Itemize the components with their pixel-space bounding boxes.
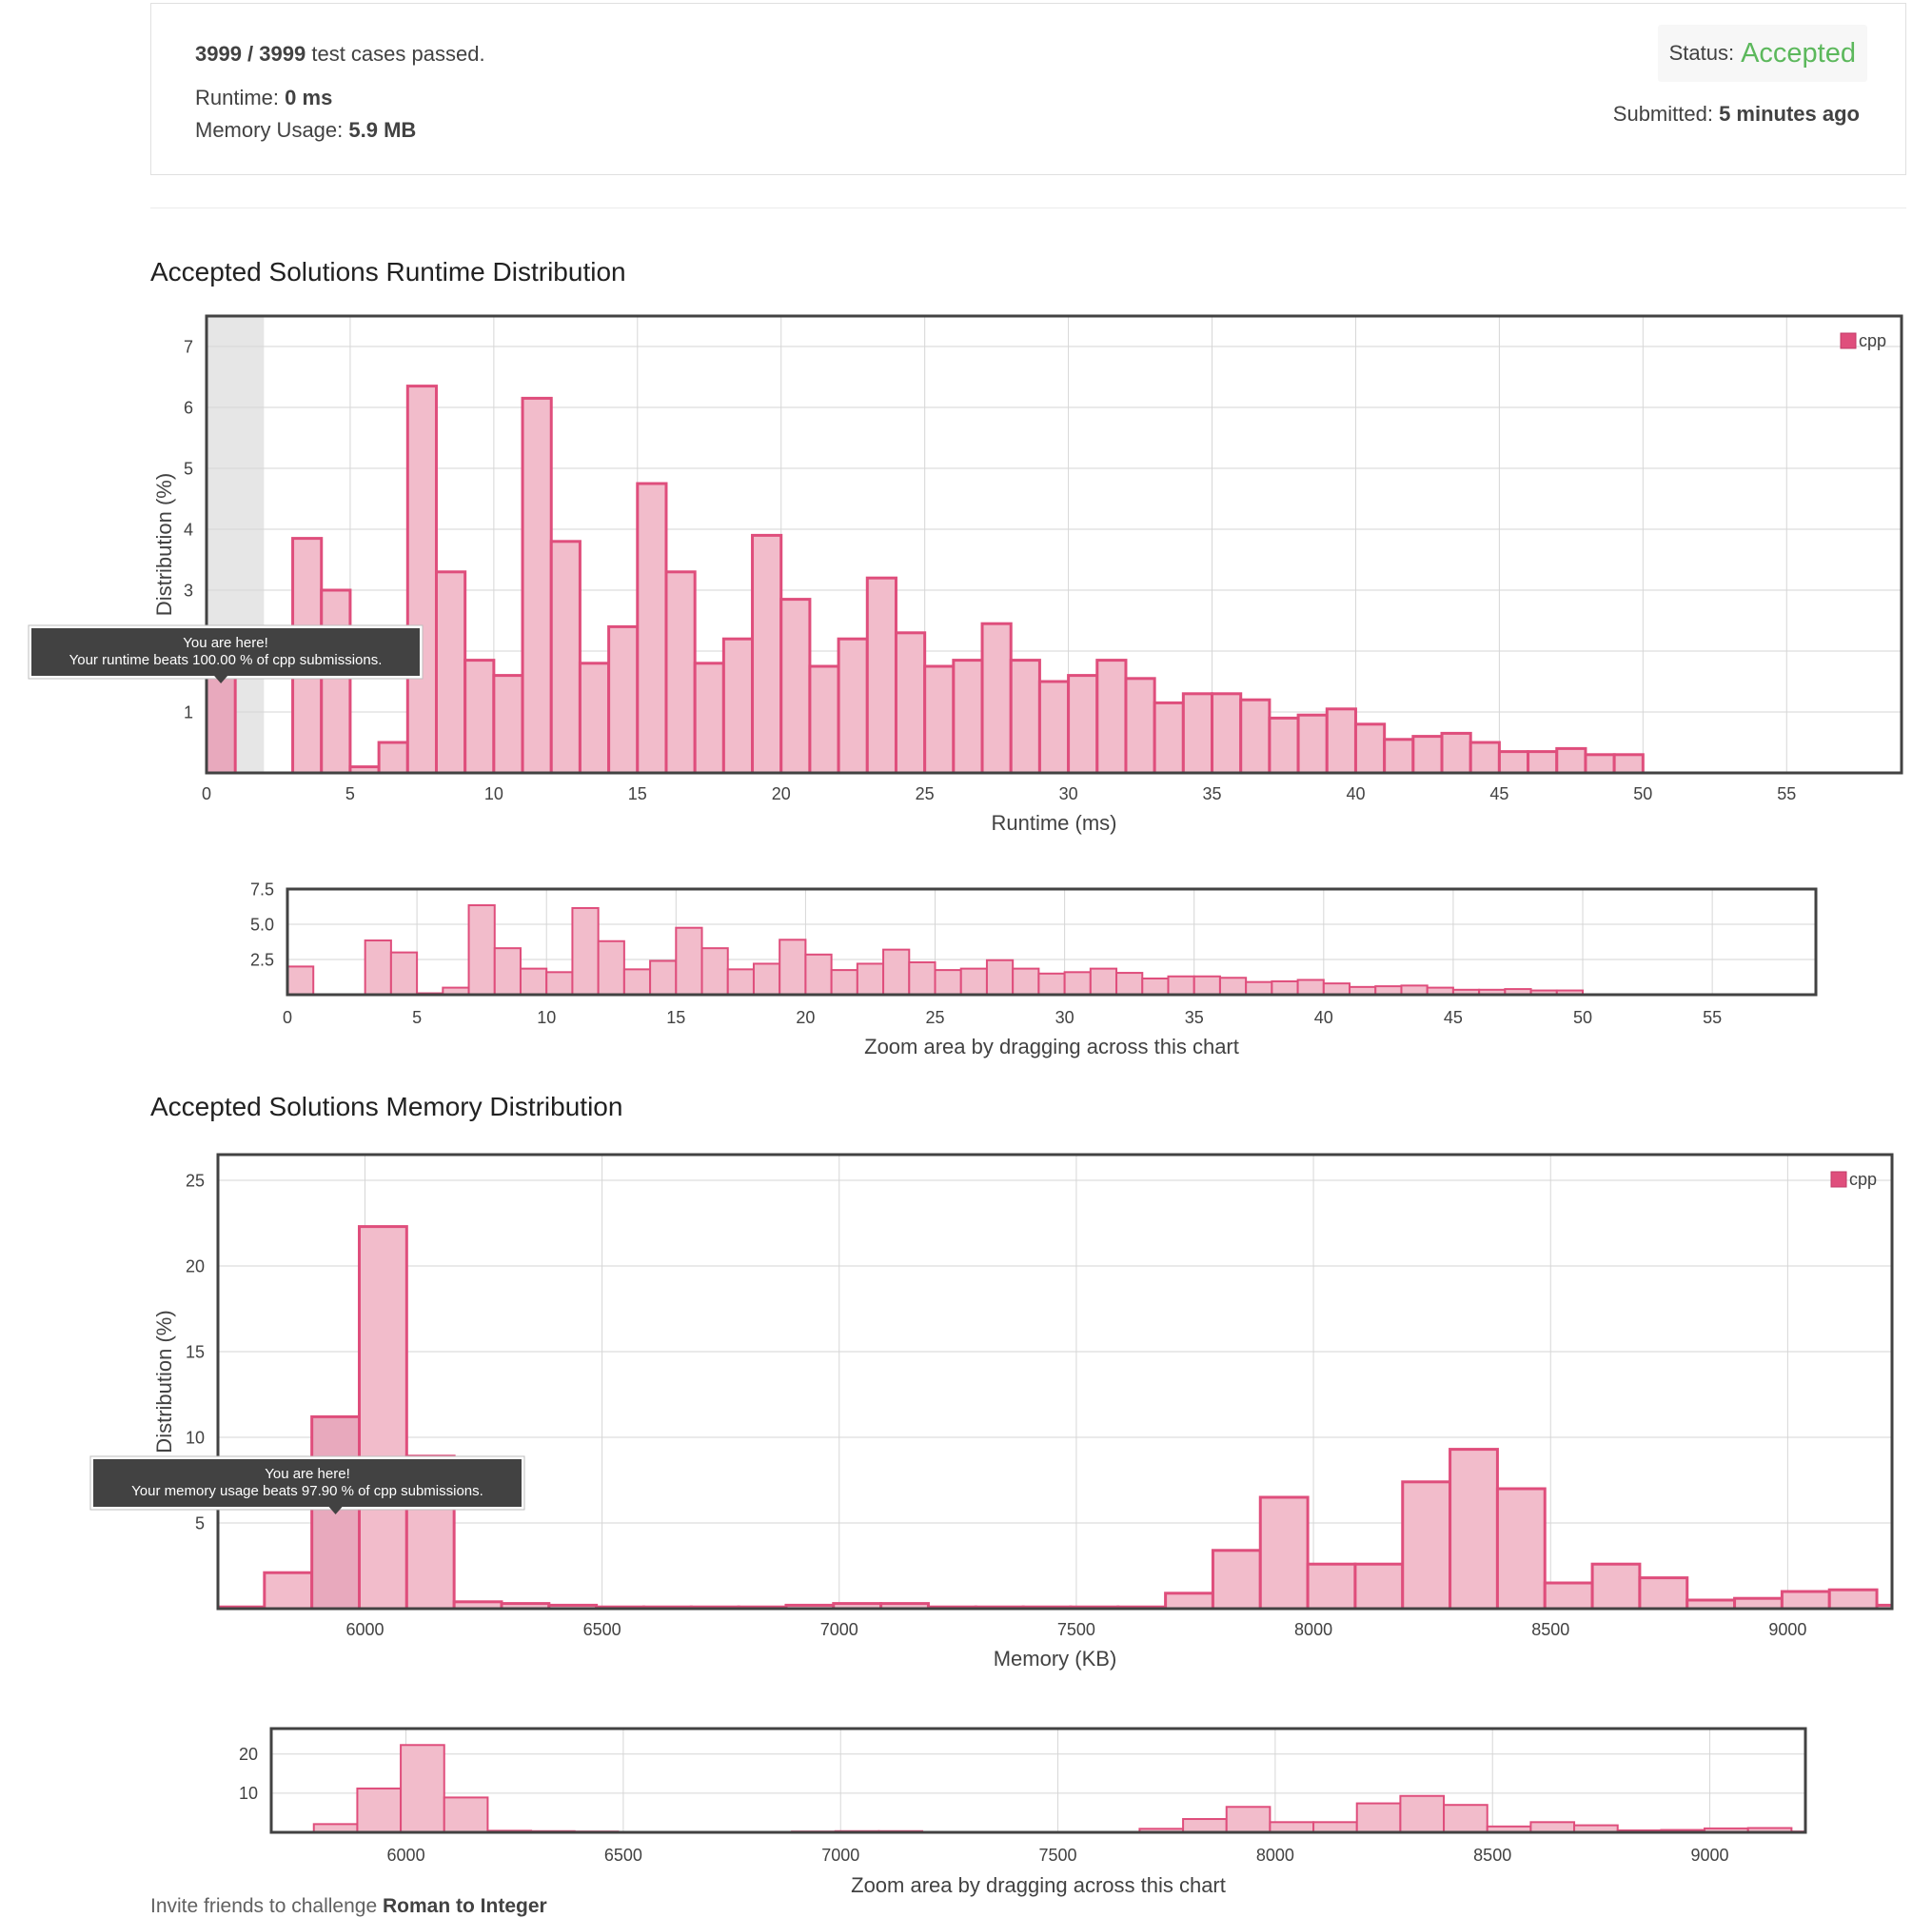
x-tick-label: 8500 — [1473, 1846, 1511, 1865]
bar — [1400, 1796, 1444, 1832]
y-tick-label: 20 — [239, 1745, 258, 1764]
x-tick-label: 6500 — [604, 1846, 642, 1865]
x-tick-label: 6000 — [387, 1846, 425, 1865]
bar — [1530, 1822, 1574, 1832]
x-axis-title: Zoom area by dragging across this chart — [851, 1873, 1226, 1897]
invite-prefix: Invite friends to challenge — [150, 1895, 377, 1917]
bar — [1357, 1804, 1401, 1832]
bar — [1183, 1819, 1227, 1832]
bar — [401, 1745, 444, 1832]
bar — [357, 1789, 401, 1832]
bar — [444, 1797, 488, 1832]
invite-problem-link[interactable]: Roman to Integer — [383, 1895, 547, 1917]
x-tick-label: 8000 — [1256, 1846, 1294, 1865]
invite-line: Invite friends to challenge Roman to Int… — [150, 1895, 547, 1918]
plot-background — [271, 1729, 1805, 1832]
bar — [1313, 1822, 1357, 1832]
x-tick-label: 9000 — [1691, 1846, 1729, 1865]
x-tick-label: 7000 — [821, 1846, 859, 1865]
y-tick-label: 10 — [239, 1784, 258, 1803]
bar — [1444, 1805, 1488, 1832]
bar — [1227, 1807, 1271, 1832]
x-tick-label: 7500 — [1039, 1846, 1077, 1865]
bar — [1270, 1822, 1313, 1832]
